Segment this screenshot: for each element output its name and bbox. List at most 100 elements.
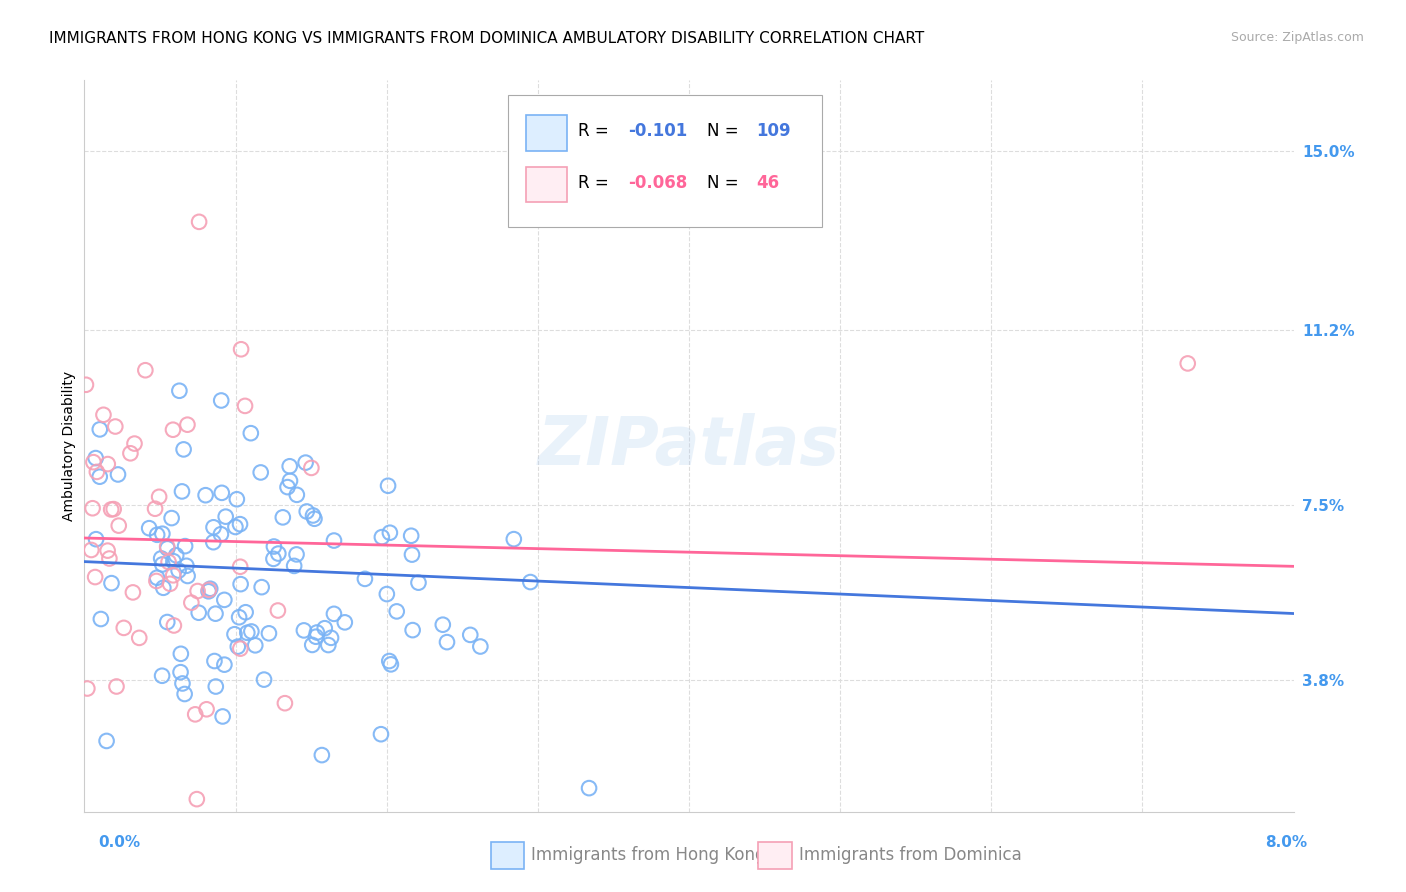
Point [278, 474, 301, 488]
Point [292, 624, 315, 638]
Text: -0.101: -0.101 [628, 122, 688, 140]
Point [226, 640, 249, 654]
Point [169, 665, 191, 680]
Point [267, 547, 290, 561]
Point [148, 490, 170, 504]
Point [294, 456, 316, 470]
Point [380, 657, 402, 672]
Point [170, 647, 193, 661]
Point [169, 384, 191, 398]
Point [162, 554, 184, 568]
Point [319, 631, 342, 645]
Point [82, 501, 104, 516]
Point [277, 480, 299, 494]
Point [156, 541, 179, 556]
Point [146, 528, 169, 542]
Point [299, 461, 322, 475]
Point [436, 635, 458, 649]
Point [399, 529, 422, 543]
Point [250, 580, 273, 594]
Point [375, 587, 398, 601]
Text: R =: R = [578, 174, 609, 192]
Point [323, 607, 346, 621]
Text: N =: N = [707, 174, 738, 192]
Point [257, 626, 280, 640]
Point [229, 559, 252, 574]
Point [401, 623, 423, 637]
Point [204, 654, 226, 668]
Point [215, 509, 238, 524]
Point [152, 581, 174, 595]
Point [377, 479, 399, 493]
Text: 0.0%: 0.0% [98, 836, 141, 850]
Point [187, 584, 209, 599]
Point [432, 617, 454, 632]
Point [311, 748, 333, 763]
Point [470, 640, 492, 654]
Point [162, 423, 184, 437]
Point [204, 680, 226, 694]
Point [156, 615, 179, 629]
Point [229, 343, 252, 357]
Point [176, 558, 198, 573]
Point [202, 535, 225, 549]
Point [224, 520, 246, 534]
Point [211, 486, 233, 500]
Point [239, 426, 262, 441]
Point [84, 451, 107, 466]
FancyBboxPatch shape [526, 167, 567, 202]
Point [225, 492, 247, 507]
Point [165, 549, 187, 563]
Point [84, 570, 107, 584]
Point [97, 543, 120, 558]
Point [233, 399, 256, 413]
Point [378, 654, 401, 668]
Point [229, 641, 252, 656]
Point [314, 621, 336, 635]
Point [96, 734, 118, 748]
Point [176, 569, 198, 583]
Point [267, 603, 290, 617]
Point [214, 657, 236, 672]
Point [163, 618, 186, 632]
Point [150, 669, 173, 683]
Y-axis label: Ambulatory Disability: Ambulatory Disability [62, 371, 76, 521]
Point [285, 548, 308, 562]
Text: N =: N = [707, 122, 738, 140]
Point [157, 555, 180, 569]
Point [401, 548, 423, 562]
Text: Immigrants from Hong Kong: Immigrants from Hong Kong [531, 846, 766, 863]
Point [302, 508, 325, 523]
Point [124, 436, 146, 450]
FancyBboxPatch shape [526, 115, 567, 152]
Point [105, 680, 128, 694]
Point [93, 408, 115, 422]
Point [89, 422, 111, 436]
Point [333, 615, 356, 630]
Point [253, 673, 276, 687]
Point [186, 792, 208, 806]
Point [162, 568, 184, 582]
Point [107, 518, 129, 533]
Point [578, 781, 600, 796]
Point [295, 504, 318, 518]
Point [145, 574, 167, 588]
Point [301, 638, 323, 652]
Point [150, 558, 173, 572]
Point [156, 540, 179, 554]
Point [160, 511, 183, 525]
Point [323, 533, 346, 548]
Point [263, 540, 285, 554]
Point [200, 582, 222, 596]
Point [304, 512, 326, 526]
Point [305, 630, 328, 644]
Point [112, 621, 135, 635]
Point [240, 624, 263, 639]
Point [103, 502, 125, 516]
Text: Source: ZipAtlas.com: Source: ZipAtlas.com [1230, 31, 1364, 45]
Point [371, 530, 394, 544]
Point [214, 593, 236, 607]
Point [224, 627, 246, 641]
Point [90, 612, 112, 626]
Point [318, 638, 340, 652]
